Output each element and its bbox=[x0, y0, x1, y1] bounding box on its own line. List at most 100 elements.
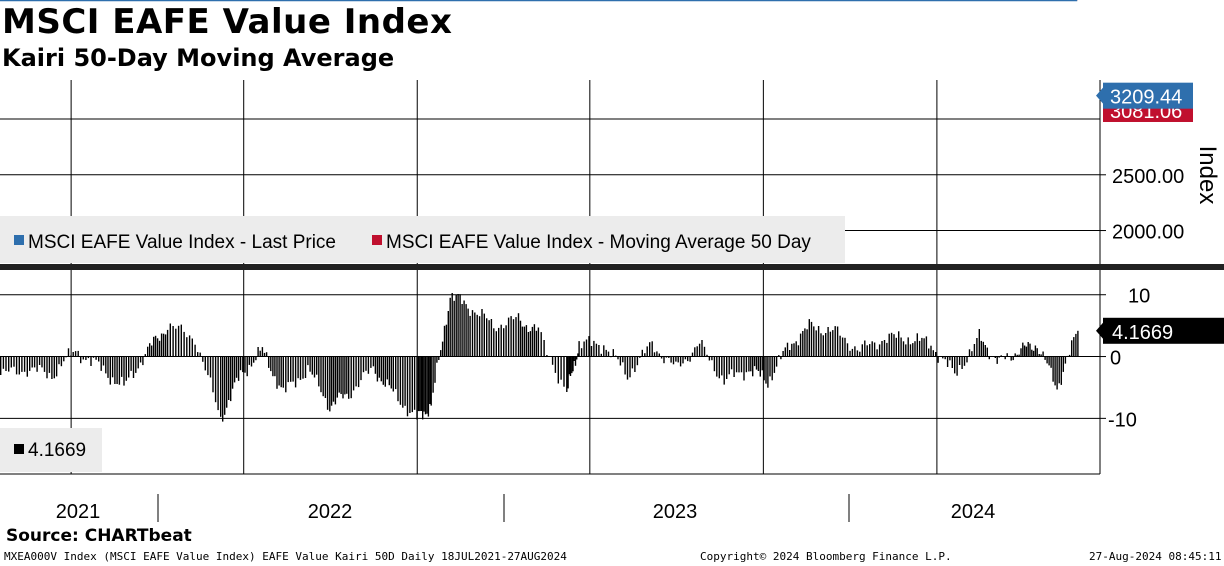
kairi-bar bbox=[5, 356, 7, 371]
kairi-bar bbox=[1044, 356, 1046, 360]
kairi-bar bbox=[338, 356, 340, 393]
kairi-bar bbox=[1040, 354, 1042, 357]
kairi-bar bbox=[721, 356, 723, 376]
kairi-bar bbox=[329, 356, 331, 412]
kairi-bar bbox=[925, 336, 928, 357]
kairi-bar bbox=[235, 356, 238, 378]
kairi-bar bbox=[1062, 356, 1064, 372]
kairi-bar bbox=[390, 356, 392, 389]
kairi-bar bbox=[992, 356, 994, 357]
price-value-tag bbox=[1103, 82, 1193, 109]
kairi-bar bbox=[58, 356, 60, 365]
kairi-bar bbox=[757, 356, 760, 371]
kairi-bar bbox=[569, 356, 572, 376]
kairi-bar bbox=[422, 356, 424, 420]
kairi-bar bbox=[525, 325, 528, 357]
kairi-bar bbox=[854, 346, 856, 357]
kairi-bar bbox=[453, 300, 455, 357]
kairi-bar bbox=[268, 356, 270, 368]
kairi-bar bbox=[237, 356, 240, 381]
kairi-bar bbox=[318, 356, 320, 387]
kairi-bar bbox=[883, 340, 886, 357]
kairi-bar bbox=[149, 343, 151, 357]
kairi-bar bbox=[1060, 356, 1062, 385]
kairi-bar bbox=[1056, 356, 1058, 390]
kairi-bar bbox=[209, 356, 212, 378]
kairi-bar bbox=[139, 356, 142, 363]
kairi-bar bbox=[529, 331, 532, 357]
kairi-bar bbox=[916, 333, 918, 357]
kairi-bar bbox=[357, 356, 360, 388]
kairi-bar bbox=[38, 356, 41, 365]
kairi-bar bbox=[199, 352, 201, 357]
kairi-bar bbox=[982, 341, 984, 357]
kairi-bar bbox=[309, 356, 311, 372]
kairi-bar bbox=[566, 356, 568, 392]
kairi-bar bbox=[519, 320, 522, 357]
legends: MSCI EAFE Value Index - Last Price MSCI E… bbox=[0, 216, 845, 472]
kairi-bar bbox=[434, 356, 436, 383]
kairi-bar bbox=[841, 337, 844, 357]
kairi-bar bbox=[1073, 337, 1075, 357]
footer-timestamp: 27-Aug-2024 08:45:11 bbox=[1089, 550, 1222, 563]
kairi-bar bbox=[111, 356, 114, 378]
kairi-bar bbox=[748, 356, 750, 372]
legend-label-ma: MSCI EAFE Value Index - Moving Average 5… bbox=[386, 232, 811, 253]
kairi-bar bbox=[443, 325, 446, 357]
kairi-bar bbox=[658, 353, 660, 357]
y-tick-label: 2000.00 bbox=[1112, 222, 1184, 244]
kairi-bar bbox=[769, 356, 771, 377]
kairi-bar bbox=[263, 352, 266, 357]
kairi-bar bbox=[1054, 356, 1056, 386]
kairi-bar bbox=[994, 356, 996, 358]
kairi-bar bbox=[330, 356, 333, 406]
kairi-bar bbox=[914, 341, 916, 357]
kairi-bar bbox=[352, 356, 355, 391]
kairi-bar bbox=[376, 356, 379, 382]
kairi-bar bbox=[334, 356, 337, 405]
kairi-bar bbox=[859, 351, 861, 357]
kairi-bar bbox=[1032, 350, 1035, 357]
kairi-bar bbox=[665, 356, 668, 358]
kairi-bar bbox=[424, 356, 427, 415]
kairi-bar bbox=[789, 350, 791, 357]
kairi-bar bbox=[512, 319, 515, 357]
kairi-bar bbox=[382, 356, 384, 385]
kairi-bar bbox=[563, 356, 565, 387]
kairi-bar bbox=[1046, 356, 1048, 364]
kairi-bar bbox=[8, 356, 10, 372]
kairi-bar bbox=[469, 315, 471, 357]
kairi-bar bbox=[689, 356, 691, 362]
kairi-bar bbox=[576, 356, 578, 360]
kairi-bar bbox=[92, 356, 95, 358]
kairi-bar bbox=[440, 350, 442, 357]
kairi-bar bbox=[649, 342, 651, 357]
kairi-bar bbox=[573, 356, 575, 361]
kairi-bar bbox=[217, 356, 219, 411]
kairi-bar bbox=[778, 355, 780, 357]
y-tick-label: 0 bbox=[1110, 348, 1121, 370]
kairi-bar bbox=[162, 333, 165, 357]
kairi-bar bbox=[490, 319, 493, 357]
kairi-bar bbox=[856, 350, 859, 357]
kairi-bar bbox=[876, 349, 878, 357]
kairi-bar bbox=[1068, 354, 1071, 357]
kairi-bar bbox=[228, 356, 230, 400]
kairi-bar bbox=[239, 356, 242, 371]
kairi-bar bbox=[836, 326, 839, 357]
kairi-bar bbox=[311, 356, 313, 375]
kairi-bar bbox=[102, 356, 105, 366]
kairi-bar bbox=[214, 356, 217, 403]
kairi-bar bbox=[427, 356, 430, 417]
kairi-bar bbox=[701, 340, 703, 357]
kairi-bar bbox=[1016, 354, 1018, 357]
kairi-bar bbox=[554, 356, 557, 373]
kairi-bar bbox=[87, 356, 90, 359]
kairi-bar bbox=[963, 356, 966, 366]
kairi-bar bbox=[743, 356, 745, 381]
kairi-bar bbox=[23, 356, 26, 372]
kairi-bar bbox=[804, 328, 806, 357]
kairi-bar bbox=[935, 352, 937, 357]
legend-swatch-price bbox=[14, 235, 24, 245]
kairi-bar bbox=[1034, 345, 1037, 357]
